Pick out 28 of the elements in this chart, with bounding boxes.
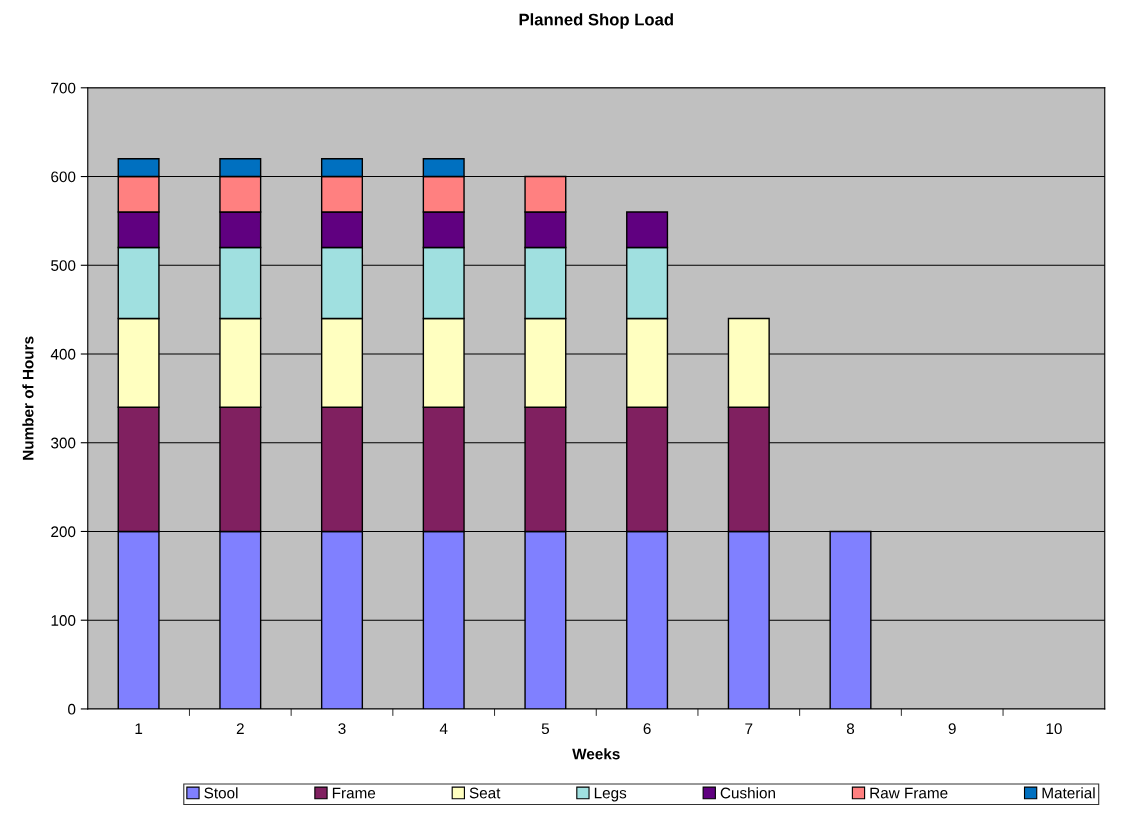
x-tick-label: 4	[439, 723, 448, 734]
legend-label: Frame	[332, 787, 376, 799]
y-axis-title: Number of Hours	[22, 336, 34, 460]
legend-label: Legs	[594, 787, 627, 802]
x-tick-label: 2	[236, 723, 244, 734]
x-tick-label: 10	[1046, 723, 1062, 735]
y-tick-label: 300	[51, 437, 76, 449]
x-axis-title: Weeks	[572, 748, 620, 760]
chart-title: Planned Shop Load	[519, 13, 673, 29]
y-tick-label: 700	[51, 82, 76, 94]
x-tick-label: 1	[135, 723, 143, 734]
x-tick-label: 3	[338, 723, 346, 735]
x-tick-label: 9	[948, 723, 956, 735]
legend-label: Material	[1042, 787, 1095, 799]
y-tick-label: 100	[51, 615, 76, 626]
legend-label: Raw Frame	[870, 787, 948, 799]
legend-label: Seat	[469, 787, 501, 799]
y-tick-label: 600	[51, 171, 76, 183]
x-tick-label: 8	[846, 723, 855, 735]
y-tick-label: 400	[50, 348, 76, 360]
y-tick-label: 200	[51, 526, 76, 538]
legend-label: Cushion	[720, 787, 775, 799]
y-tick-label: 500	[51, 260, 76, 271]
y-tick-label: 0	[68, 703, 76, 715]
x-tick-label: 6	[643, 723, 651, 735]
x-tick-label: 7	[745, 723, 753, 734]
x-tick-label: 5	[541, 723, 550, 735]
legend-label: Stool	[204, 787, 238, 799]
